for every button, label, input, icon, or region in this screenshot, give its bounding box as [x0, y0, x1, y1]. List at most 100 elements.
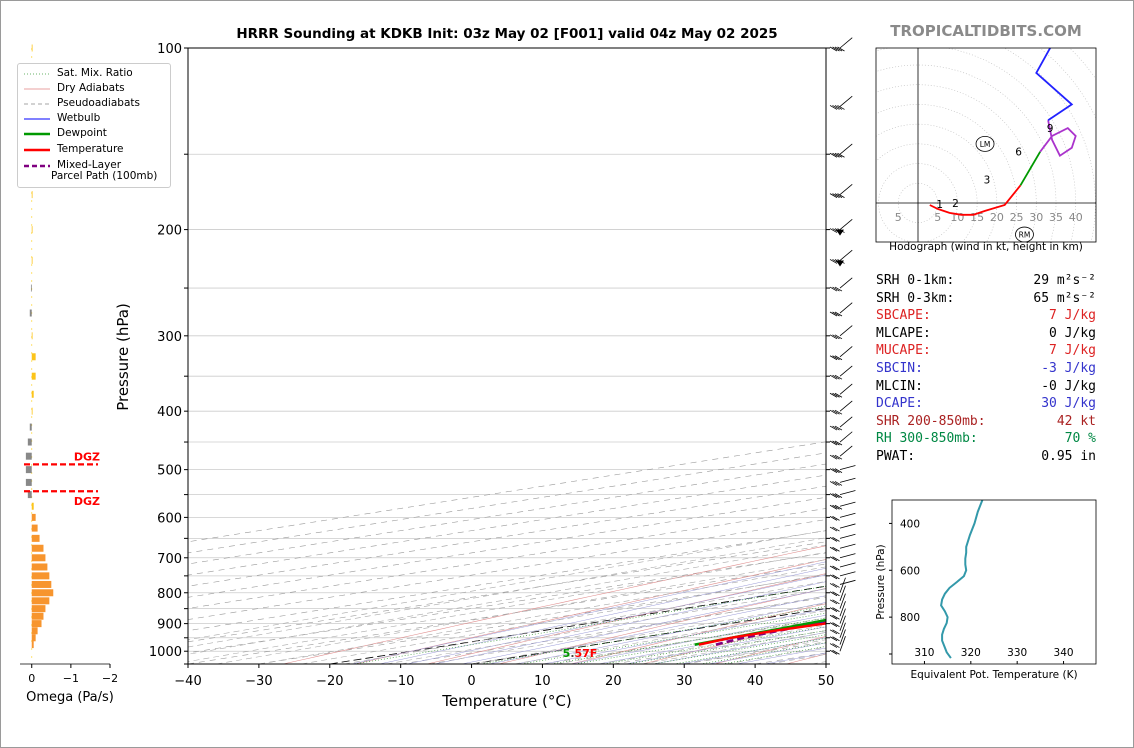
- barb-feather: [829, 622, 838, 627]
- barb-feather: [832, 649, 840, 655]
- barb-feather: [832, 526, 840, 532]
- stat-row: SRH 0-3km: 65 m²s⁻²: [876, 290, 1096, 308]
- barb-feather: [829, 46, 838, 52]
- omega-bar: [31, 580, 52, 588]
- y-axis-label: Pressure (hPa): [114, 303, 132, 411]
- barb-feather: [832, 643, 840, 648]
- wind-barb: [829, 383, 853, 398]
- barb-staff: [839, 636, 846, 652]
- y-tick-label: 700: [157, 552, 182, 567]
- stat-row: RH 300-850mb: 70 %: [876, 430, 1096, 448]
- dgz-label-bottom: DGZ: [74, 495, 100, 508]
- barb-feather: [829, 636, 838, 642]
- stat-value: 42 kt: [1056, 413, 1096, 429]
- storm-motion-circle: [1015, 226, 1034, 242]
- barb-feather: [834, 374, 843, 380]
- stat-row: MUCAPE: 7 J/kg: [876, 342, 1096, 360]
- barb-feather: [829, 629, 838, 635]
- barb-staff: [839, 577, 846, 593]
- skewt-plot: 146810131620243036: [188, 48, 826, 664]
- wind-barb: [829, 249, 853, 267]
- storm-motion-label: RM: [1019, 231, 1031, 240]
- wind-barb: [829, 143, 853, 158]
- wind-barb: [829, 218, 853, 236]
- barb-feather: [829, 481, 838, 486]
- hodo-frame: [875, 47, 1097, 243]
- barb-staff: [839, 302, 853, 314]
- stat-label: SBCAPE:: [876, 308, 931, 324]
- stat-label: DCAPE:: [876, 396, 923, 412]
- stat-value: -3 J/kg: [1041, 360, 1096, 376]
- x-tick-label: 10: [534, 674, 551, 689]
- barb-staff: [839, 445, 853, 457]
- barb-feather: [837, 152, 845, 158]
- omega-axis-label: Omega (Pa/s): [26, 690, 114, 705]
- stat-value: 65 m²s⁻²: [1033, 290, 1096, 306]
- wind-barb: [829, 533, 856, 542]
- mixing-ratio-line: [480, 606, 826, 664]
- barb-staff: [839, 629, 846, 645]
- stat-label: MLCAPE:: [876, 325, 931, 341]
- y-tick-label: 400: [157, 405, 182, 420]
- wind-barb: [829, 579, 856, 588]
- stat-value: 30 J/kg: [1041, 396, 1096, 412]
- wind-barb: [829, 577, 846, 597]
- barb-feather: [832, 591, 840, 597]
- stat-row: MLCIN: -0 J/kg: [876, 378, 1096, 396]
- x-tick-label: −10: [387, 674, 414, 689]
- barb-feather: [829, 311, 838, 317]
- barb-feather: [832, 636, 840, 642]
- mixing-ratio-line: [575, 621, 826, 664]
- stat-row: SBCIN: -3 J/kg: [876, 360, 1096, 378]
- x-tick-label: 0: [467, 674, 475, 689]
- omega-bar: [31, 563, 48, 571]
- stat-row: SHR 200-850mb: 42 kt: [876, 413, 1096, 431]
- wind-barb: [829, 585, 846, 605]
- wetbulb-adiabat: [489, 595, 826, 664]
- omega-tick-label: −1: [63, 672, 79, 685]
- y-tick-label: 600: [157, 511, 182, 526]
- omega-bar: [25, 478, 32, 486]
- surface-dew: 5: [563, 647, 571, 660]
- hodo-trace: [1039, 120, 1077, 158]
- barb-feather: [832, 454, 840, 460]
- brand-watermark: TROPICALTIDBITS.COM: [890, 22, 1082, 40]
- barb-feather: [829, 286, 838, 292]
- omega-bar: [31, 332, 33, 340]
- dry-adiabat: [354, 559, 826, 664]
- isotherm: [188, 497, 826, 598]
- barb-feather: [832, 468, 840, 473]
- barb-feather: [829, 493, 838, 498]
- omega-bar: [29, 423, 32, 431]
- barb-feather: [832, 374, 840, 380]
- storm-motion-circle: [975, 135, 995, 152]
- barb-feather: [832, 599, 840, 605]
- wind-barb: [829, 477, 856, 486]
- wind-barb: [829, 184, 853, 198]
- stat-label: PWAT:: [876, 448, 916, 464]
- stat-value: 0 J/kg: [1049, 325, 1096, 341]
- omega-bar: [27, 438, 32, 446]
- wind-barb: [829, 543, 856, 552]
- wind-barb: [829, 365, 853, 380]
- barb-feather: [829, 607, 838, 612]
- barb-feather: [834, 468, 843, 473]
- theta-e-xtick-label: 320: [961, 647, 981, 659]
- barb-feather: [829, 152, 838, 158]
- x-tick-label: 30: [676, 674, 693, 689]
- barb-feather: [829, 374, 838, 380]
- barb-staff: [839, 416, 853, 428]
- wind-barb: [829, 465, 856, 473]
- y-tick-label: 900: [157, 618, 182, 633]
- barb-feather: [829, 591, 838, 597]
- omega-bar: [29, 309, 32, 317]
- isotherm: [188, 508, 826, 609]
- isotherm: [188, 485, 826, 587]
- stat-label: MLCIN:: [876, 378, 923, 394]
- barb-staff: [839, 585, 846, 601]
- barb-feather: [832, 516, 840, 521]
- isotherm: [188, 541, 826, 643]
- stat-label: MUCAPE:: [876, 343, 931, 359]
- barb-feather: [829, 409, 838, 415]
- theta-e-line: [940, 500, 984, 659]
